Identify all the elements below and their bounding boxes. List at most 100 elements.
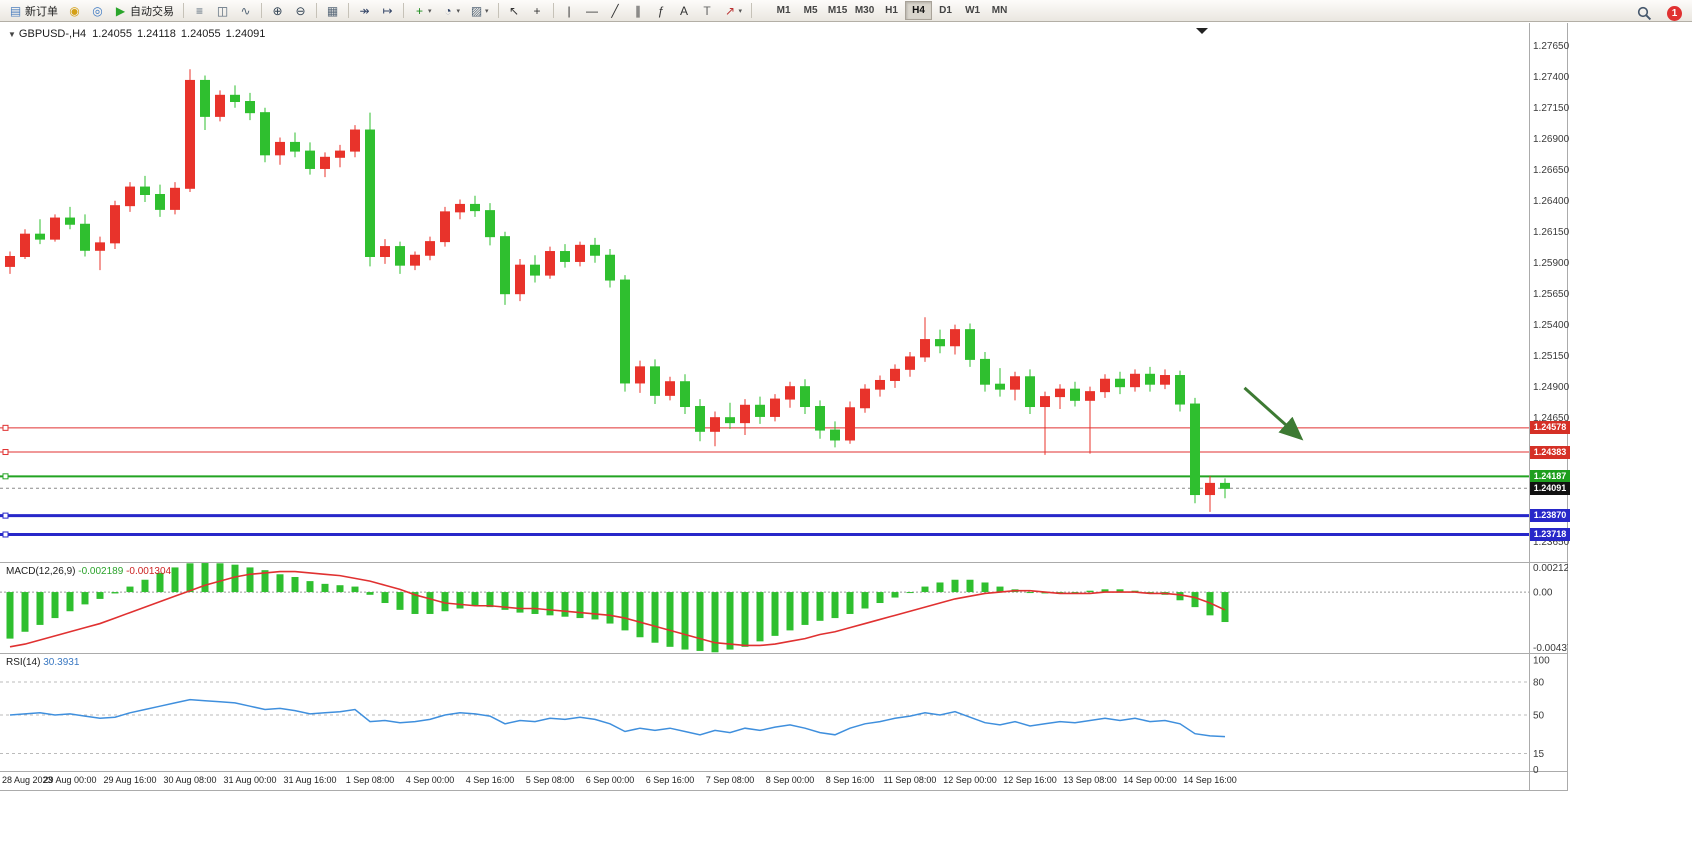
timeframe-m30-button[interactable]: M30: [854, 5, 875, 16]
tile-windows-icon: ▦: [326, 3, 339, 18]
price-tick-label: 1.25400: [1533, 319, 1570, 331]
price-tick-label: 1.27650: [1533, 40, 1570, 52]
fibonacci-button[interactable]: ƒ: [651, 1, 672, 21]
funds-button[interactable]: ◉: [64, 1, 85, 21]
candle-chart-icon: ◫: [216, 3, 229, 18]
line-chart-icon: ∿: [240, 3, 251, 18]
timeframe-m15-button[interactable]: M15: [827, 5, 848, 16]
auto-scroll-icon: ↠: [359, 3, 370, 18]
current-price-tag: 1.24091: [1530, 481, 1570, 495]
price-tick-label: 1.25900: [1533, 257, 1570, 269]
svg-text:31 Aug 16:00: 31 Aug 16:00: [283, 775, 336, 785]
svg-text:4 Sep 16:00: 4 Sep 16:00: [466, 775, 515, 785]
macd-main-value: -0.002189: [78, 566, 124, 577]
chart-header: ▼ GBPUSD-,H4 1.24055 1.24118 1.24055 1.24091: [8, 28, 270, 40]
timeframe-h4-button[interactable]: H4: [905, 1, 933, 20]
text-label-button[interactable]: T: [697, 1, 718, 21]
text-button[interactable]: A: [674, 1, 695, 21]
pane-borders: [0, 23, 1568, 791]
toolbar-right: 1: [1632, 3, 1682, 23]
price-tick-label: 1.25150: [1533, 350, 1570, 362]
search-icon: [1637, 6, 1652, 20]
candle-chart-button[interactable]: ◫: [212, 1, 233, 21]
hline-handle[interactable]: [2, 424, 9, 431]
svg-text:14 Sep 16:00: 14 Sep 16:00: [1183, 775, 1237, 785]
periods-button[interactable]: ◔ ▾: [438, 1, 465, 21]
macd-signal-line: [9, 570, 1226, 648]
trendline-icon: ╱: [611, 3, 619, 18]
timeframe-w1-button[interactable]: W1: [965, 5, 981, 16]
rsi-label: RSI(14): [6, 657, 41, 668]
price-tick-label: 1.26650: [1533, 164, 1570, 176]
chart-canvas[interactable]: 0.002123 0.00 -0.004378 100 80 50 15 0 28 Aug 20…: [0, 23, 1568, 791]
hline-handle[interactable]: [2, 473, 9, 480]
chart-shift-marker: [1196, 28, 1208, 34]
channel-button[interactable]: ∥: [628, 1, 649, 21]
svg-text:6 Sep 00:00: 6 Sep 00:00: [586, 775, 635, 785]
timeframe-m1-button[interactable]: M1: [776, 5, 791, 16]
symbol-dropdown-icon[interactable]: ▼: [8, 30, 16, 39]
notification-badge[interactable]: 1: [1667, 5, 1682, 21]
macd-histogram: [6, 563, 1229, 653]
rsi-axis-labels: 100 80 50 15 0: [1533, 656, 1550, 777]
zoom-in-button[interactable]: ⊕: [267, 1, 288, 21]
svg-text:11 Sep 08:00: 11 Sep 08:00: [884, 775, 937, 785]
svg-text:30 Aug 08:00: 30 Aug 08:00: [163, 775, 216, 785]
horizontal-line-button[interactable]: —: [582, 1, 603, 21]
rsi-value: 30.3931: [43, 657, 80, 668]
hline-handle[interactable]: [2, 512, 9, 519]
arrows-icon: ↗: [725, 3, 736, 18]
indicators-button[interactable]: + ▾: [409, 1, 436, 21]
chart-shift-icon: ↦: [382, 3, 393, 18]
crosshair-icon: +: [533, 3, 541, 18]
timeframe-d1-button[interactable]: D1: [939, 5, 952, 16]
price-tick-label: 1.24900: [1533, 381, 1570, 393]
cursor-button[interactable]: ↖: [504, 1, 525, 21]
search-button[interactable]: [1633, 3, 1656, 23]
arrow-annotation[interactable]: [1243, 386, 1304, 441]
indicators-icon: +: [415, 3, 423, 18]
svg-text:100: 100: [1533, 656, 1550, 667]
zoom-out-button[interactable]: ⊖: [290, 1, 311, 21]
price-tick-label: 1.27150: [1533, 102, 1570, 114]
macd-axis-labels: 0.002123 0.00 -0.004378: [1533, 563, 1568, 654]
hline-handle[interactable]: [2, 531, 9, 538]
timeframe-mn-button[interactable]: MN: [991, 5, 1008, 16]
chevron-down-icon: ▾: [485, 7, 489, 15]
funds-icon: ◉: [69, 3, 80, 18]
price-tick-label: 1.26400: [1533, 195, 1570, 207]
macd-signal-value: -0.001304: [126, 566, 172, 577]
cursor-icon: ↖: [509, 3, 520, 18]
trendline-button[interactable]: ╱: [605, 1, 626, 21]
auto-scroll-button[interactable]: ↠: [354, 1, 375, 21]
zoom-out-icon: ⊖: [295, 3, 306, 18]
text-label-icon: T: [703, 3, 711, 18]
toolbar-separator: [348, 3, 349, 18]
chart-shift-button[interactable]: ↦: [377, 1, 398, 21]
toolbar-separator: [183, 3, 184, 18]
chart-window[interactable]: 0.002123 0.00 -0.004378 100 80 50 15 0 28 Aug 20…: [0, 23, 1570, 791]
autotrading-button[interactable]: ▶ 自动交易: [110, 1, 178, 21]
bar-chart-button[interactable]: ≡: [189, 1, 210, 21]
crosshair-button[interactable]: +: [527, 1, 548, 21]
arrows-button[interactable]: ↗ ▾: [720, 1, 747, 21]
timeframe-h1-button[interactable]: H1: [885, 5, 898, 16]
svg-text:0: 0: [1533, 765, 1539, 776]
macd-label: MACD(12,26,9): [6, 566, 76, 577]
toolbar-separator: [751, 3, 753, 18]
hline-handle[interactable]: [2, 449, 9, 456]
vertical-line-button[interactable]: |: [559, 1, 580, 21]
templates-button[interactable]: ▨ ▾: [466, 1, 493, 21]
horizontal-lines[interactable]: [0, 424, 1529, 538]
timeframe-m5-button[interactable]: M5: [803, 5, 818, 16]
new-order-button[interactable]: ▤ 新订单: [5, 1, 62, 21]
line-chart-button[interactable]: ∿: [235, 1, 256, 21]
community-button[interactable]: ◎: [87, 1, 108, 21]
fibonacci-icon: ƒ: [657, 3, 665, 18]
candles: [5, 69, 1230, 512]
price-tick-label: 1.27400: [1533, 71, 1570, 83]
chevron-down-icon: ▾: [738, 7, 743, 15]
price-tag-1.24187: 1.24187: [1530, 469, 1570, 483]
tile-windows-button[interactable]: ▦: [322, 1, 343, 21]
svg-text:29 Aug 16:00: 29 Aug 16:00: [103, 775, 156, 785]
